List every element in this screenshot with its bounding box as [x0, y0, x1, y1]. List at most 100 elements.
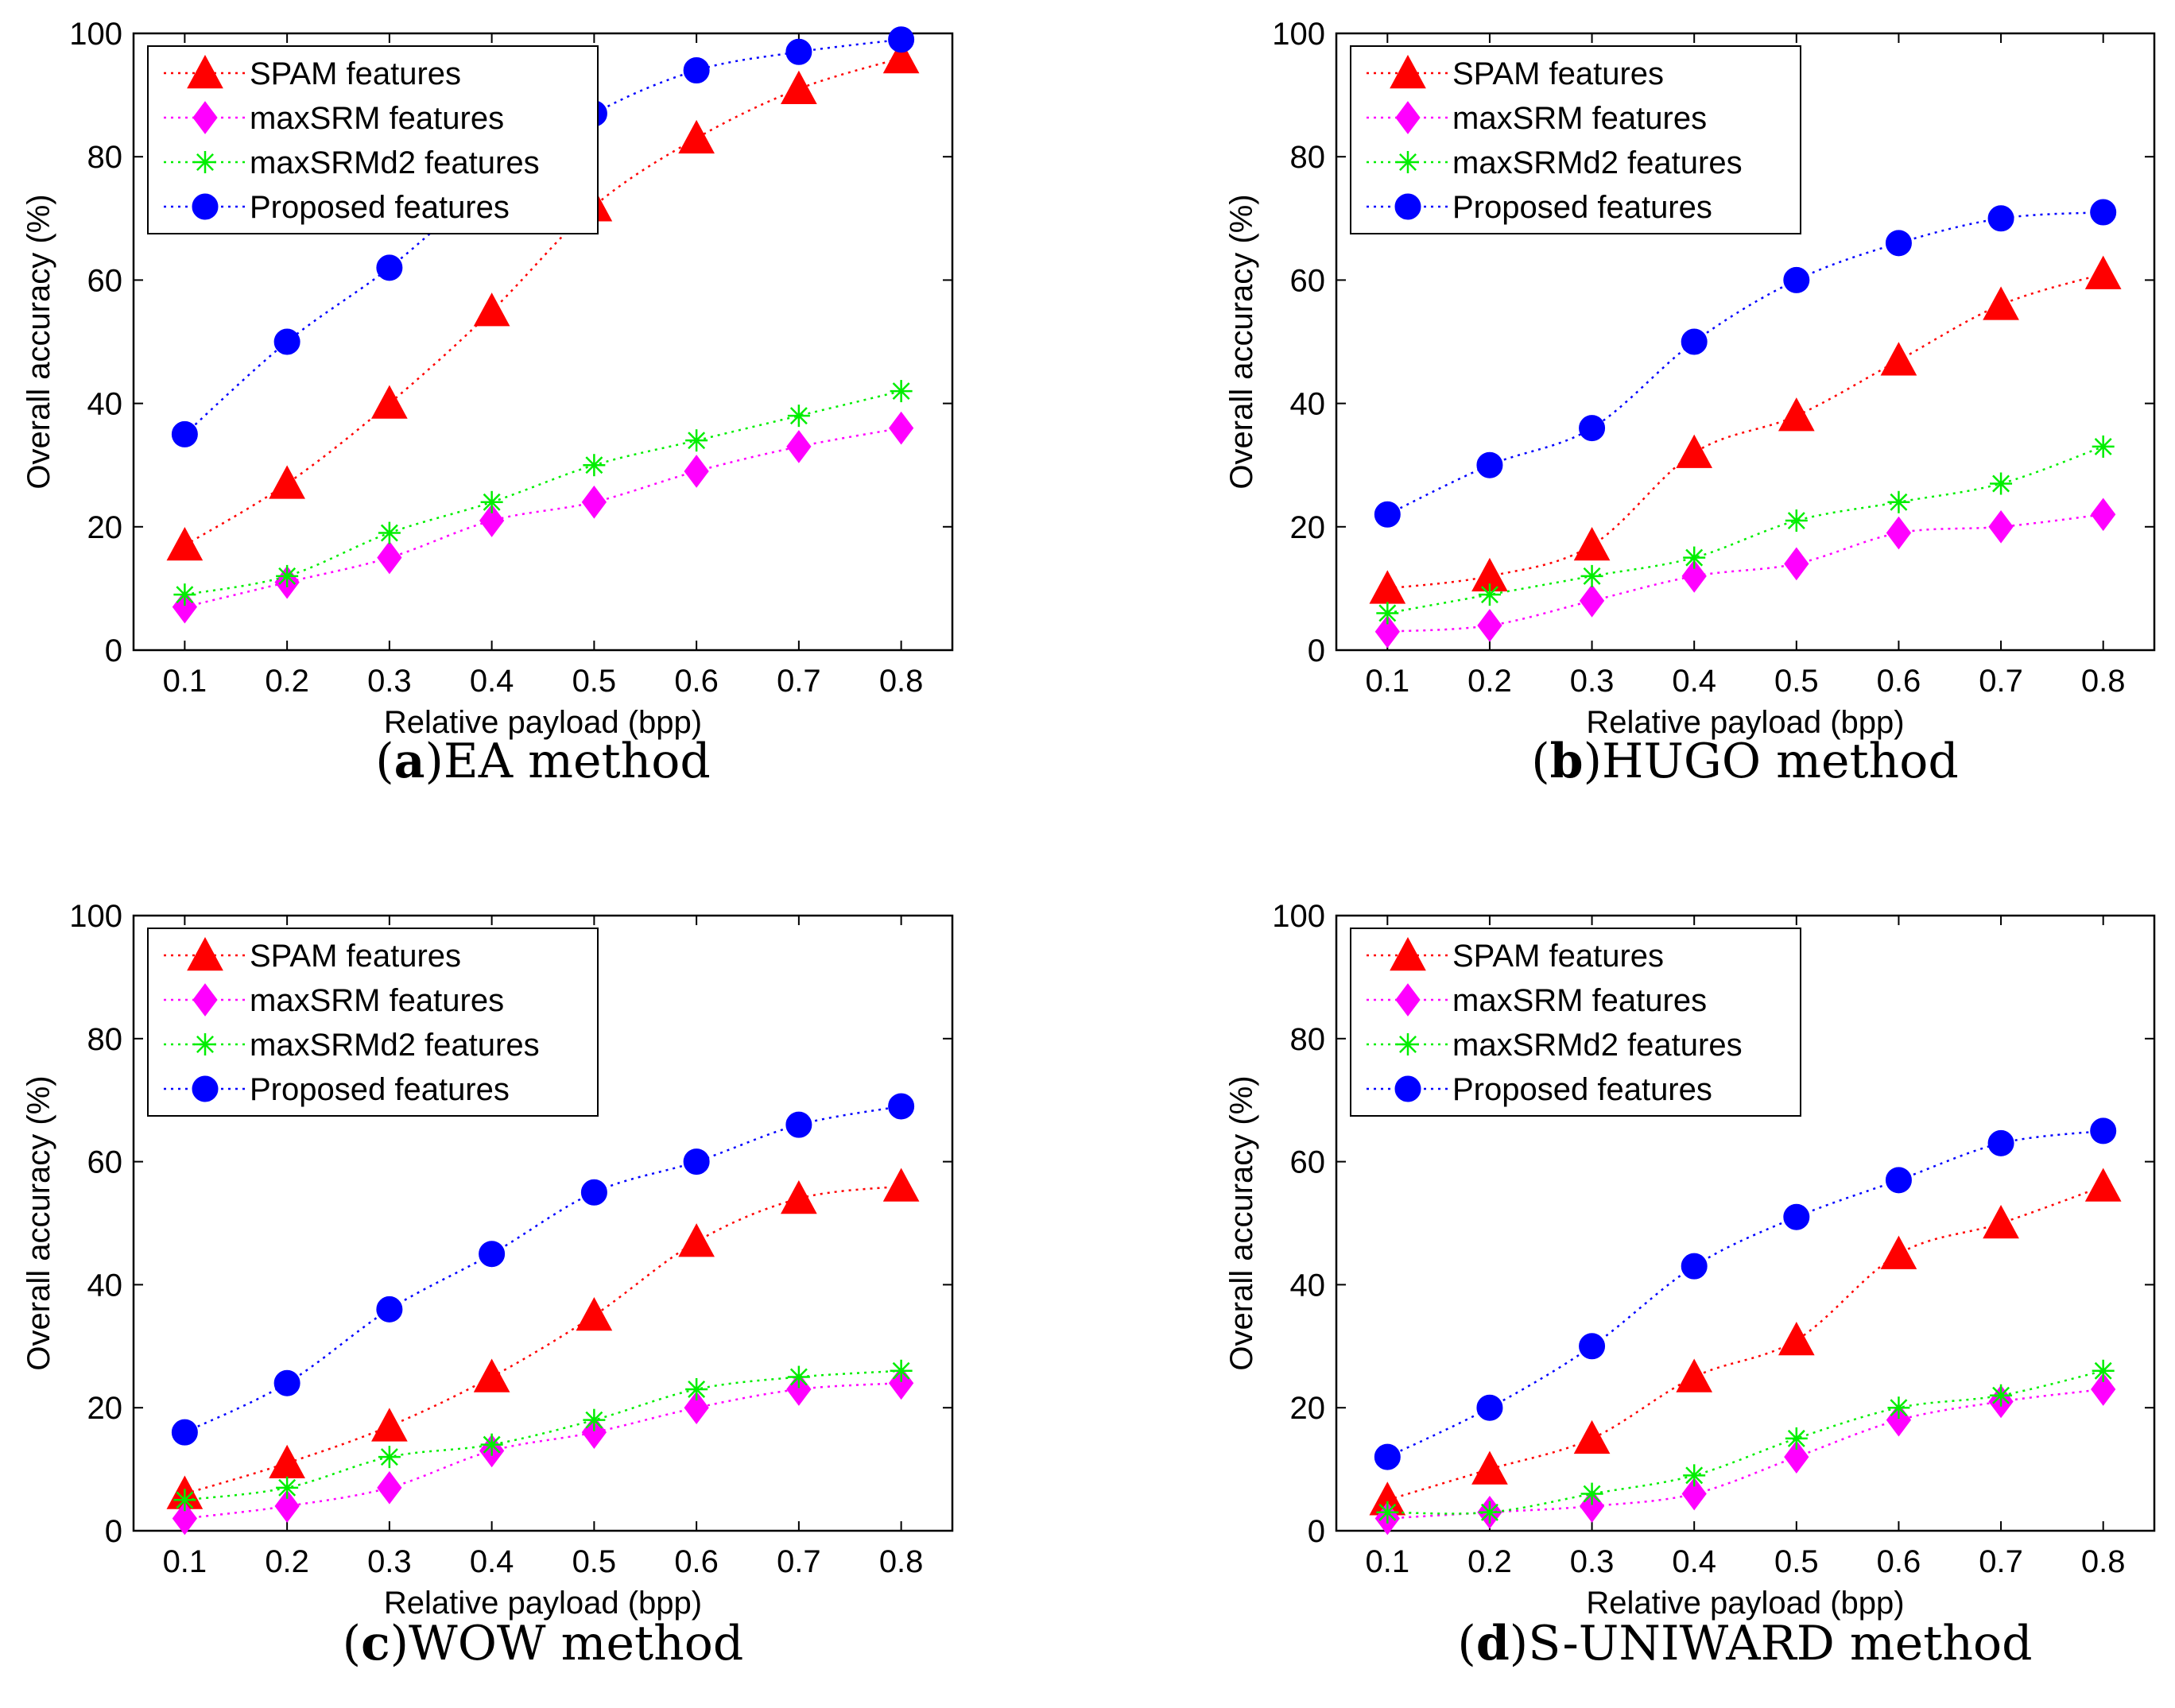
data-point-circle [1579, 415, 1606, 442]
data-point-triangle [371, 1408, 408, 1442]
y-tick-label: 0 [1308, 633, 1325, 668]
legend-marker-asterisk [1397, 1033, 1419, 1055]
legend-label: SPAM features [1452, 56, 1664, 91]
series-triangle [1369, 255, 2122, 604]
data-point-diamond [1681, 560, 1707, 593]
data-point-circle [273, 328, 300, 355]
data-point-triangle [1573, 1419, 1611, 1454]
data-point-circle [1885, 1167, 1912, 1194]
data-point-diamond [684, 455, 709, 488]
data-point-triangle [1880, 342, 1917, 376]
data-point-circle [1681, 1253, 1708, 1280]
data-point-asterisk [583, 454, 606, 477]
legend-label: Proposed features [250, 1072, 510, 1107]
legend-label: maxSRM features [250, 983, 504, 1018]
data-point-circle [1783, 266, 1810, 293]
legend-marker-diamond [1395, 101, 1421, 134]
data-point-diamond [2091, 498, 2116, 532]
legend: SPAM features maxSRM features maxSRMd2 fea… [147, 928, 599, 1117]
series-triangle [166, 39, 920, 561]
data-point-asterisk [1580, 564, 1603, 587]
series-line [184, 1185, 901, 1495]
legend-box [1350, 45, 1801, 234]
y-tick-label: 40 [87, 387, 123, 422]
x-tick-label: 0.5 [572, 1544, 617, 1579]
data-point-asterisk [583, 1408, 606, 1431]
x-tick-label: 0.3 [1570, 664, 1615, 699]
x-tick-label: 0.1 [1366, 664, 1410, 699]
data-point-asterisk [2092, 1359, 2115, 1382]
data-point-circle [785, 38, 812, 65]
legend-label: SPAM features [250, 56, 461, 91]
data-point-diamond [2091, 1373, 2116, 1406]
y-tick-label: 20 [87, 1391, 123, 1426]
legend-box [147, 45, 599, 234]
series-line [184, 1369, 901, 1501]
data-point-asterisk [1580, 1482, 1603, 1505]
series-circle [1374, 1117, 2117, 1470]
data-point-circle [1987, 205, 2014, 232]
series-line [1387, 445, 2104, 614]
data-point-asterisk [1785, 1427, 1808, 1450]
data-point-circle [2090, 199, 2117, 226]
subfigure-caption: (d)S-UNIWARD method [1457, 1616, 2032, 1671]
y-tick-label: 100 [69, 17, 122, 52]
legend-marker-triangle [187, 936, 223, 971]
y-tick-label: 0 [105, 1514, 122, 1549]
data-point-circle [376, 1296, 403, 1323]
legend-marker-triangle [1390, 936, 1426, 971]
y-tick-label: 20 [1290, 510, 1326, 545]
data-point-triangle [2084, 255, 2122, 289]
series-line [1386, 1185, 2104, 1501]
x-tick-label: 0.5 [1774, 1544, 1819, 1579]
data-point-diamond [1784, 1440, 1809, 1474]
legend-marker-diamond [192, 101, 218, 134]
data-point-diamond [889, 411, 914, 445]
data-point-triangle [1676, 1358, 1713, 1392]
legend-marker-circle [1394, 193, 1421, 220]
y-axis-label: Overall accuracy (%) [21, 1075, 56, 1370]
legend-label: maxSRM features [1452, 101, 1707, 136]
data-point-asterisk [685, 429, 708, 452]
series-line [1387, 273, 2104, 590]
data-point-triangle [1778, 1322, 1815, 1356]
y-tick-label: 20 [87, 510, 123, 545]
x-tick-label: 0.7 [1979, 1544, 2023, 1579]
y-axis-label: Overall accuracy (%) [1224, 1075, 1259, 1370]
data-point-asterisk [1785, 509, 1808, 533]
data-point-circle [683, 57, 710, 84]
series-line [1386, 211, 2103, 516]
legend-label: maxSRMd2 features [250, 1028, 540, 1063]
data-point-asterisk [685, 1377, 708, 1400]
data-point-diamond [1477, 609, 1502, 642]
subfigure-caption: (c)WOW method [343, 1616, 744, 1671]
data-point-asterisk [1887, 490, 1910, 513]
legend: SPAM features maxSRM features maxSRMd2 fea… [1350, 45, 1801, 234]
data-point-triangle [1471, 1450, 1508, 1485]
x-tick-label: 0.4 [470, 664, 514, 699]
x-tick-label: 0.8 [2081, 1544, 2126, 1579]
x-axis-label: Relative payload (bpp) [384, 705, 702, 740]
y-tick-label: 100 [1272, 17, 1325, 52]
legend-label: maxSRM features [1452, 983, 1707, 1018]
data-point-diamond [684, 1391, 709, 1425]
data-point-circle [1783, 1203, 1810, 1230]
x-tick-label: 0.1 [163, 664, 207, 699]
data-point-asterisk [378, 521, 401, 544]
data-point-diamond [172, 1501, 197, 1536]
data-point-diamond [377, 1470, 402, 1505]
series-asterisk [1376, 435, 2115, 625]
data-point-diamond [1579, 584, 1605, 618]
x-tick-label: 0.7 [777, 1544, 821, 1579]
series-line [184, 427, 901, 608]
data-point-diamond [479, 504, 505, 537]
data-point-circle [171, 420, 198, 447]
series-circle [171, 1093, 915, 1446]
data-point-asterisk [480, 490, 503, 513]
legend-marker-circle [192, 1075, 219, 1102]
x-tick-label: 0.8 [2081, 664, 2126, 699]
series-line [184, 389, 901, 596]
x-tick-label: 0.8 [879, 664, 924, 699]
y-tick-label: 100 [69, 899, 122, 934]
data-point-asterisk [378, 1446, 401, 1469]
